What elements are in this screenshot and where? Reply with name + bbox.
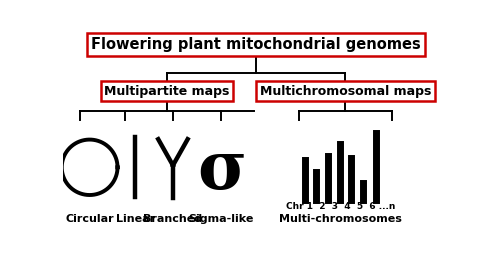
- Text: Sigma-like: Sigma-like: [188, 214, 254, 224]
- Text: σ: σ: [197, 138, 246, 203]
- Text: Multichromosomal maps: Multichromosomal maps: [260, 85, 431, 98]
- Text: Circular: Circular: [66, 214, 114, 224]
- Text: Chr 1  2  3  4  5  6 ...n: Chr 1 2 3 4 5 6 ...n: [286, 202, 395, 211]
- Text: Flowering plant mitochondrial genomes: Flowering plant mitochondrial genomes: [92, 37, 421, 52]
- Text: Multi-chromosomes: Multi-chromosomes: [279, 214, 402, 224]
- Text: Multipartite maps: Multipartite maps: [104, 85, 230, 98]
- Text: Linear: Linear: [116, 214, 155, 224]
- Text: Branched: Branched: [144, 214, 203, 224]
